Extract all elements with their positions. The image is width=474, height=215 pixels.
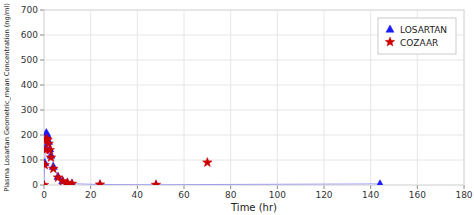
x-grid-line: [230, 10, 231, 185]
y-grid-line: [44, 85, 464, 86]
point-star: [49, 164, 59, 173]
x-grid-line: [370, 10, 371, 185]
series-line: [44, 133, 380, 186]
y-tick: [40, 135, 44, 136]
point-star: [95, 180, 105, 186]
y-tick-label: 400: [21, 80, 38, 90]
legend-marker: [386, 25, 394, 32]
x-tick: [417, 185, 418, 189]
y-tick-label: 200: [21, 130, 38, 140]
x-grid-line: [90, 10, 91, 185]
x-tick-label: 20: [85, 190, 97, 200]
x-tick: [230, 185, 231, 189]
y-tick: [40, 110, 44, 111]
y-axis-label: Plasma Losartan Geometric_mean Concentra…: [3, 3, 11, 192]
x-tick: [464, 185, 465, 189]
point-triangle: [96, 181, 104, 186]
point-star: [44, 180, 49, 185]
y-grid-line: [44, 10, 464, 11]
x-grid-line: [324, 10, 325, 185]
point-star: [67, 179, 77, 185]
x-grid-line: [277, 10, 278, 185]
x-grid-line: [464, 10, 465, 185]
y-tick-label: 500: [21, 55, 38, 65]
point-star: [44, 139, 53, 148]
x-tick: [184, 185, 185, 189]
x-tick: [44, 185, 45, 189]
y-tick-label: 600: [21, 30, 38, 40]
point-star: [151, 180, 161, 185]
legend-box: [378, 18, 456, 54]
y-tick: [40, 85, 44, 86]
y-tick: [40, 60, 44, 61]
x-grid-line: [137, 10, 138, 185]
x-tick: [137, 185, 138, 189]
point-star: [46, 153, 56, 162]
x-tick: [370, 185, 371, 189]
x-tick-label: 160: [409, 190, 426, 200]
x-tick-label: 180: [455, 190, 472, 200]
x-tick: [324, 185, 325, 189]
y-tick-label: 0: [32, 180, 38, 190]
y-tick: [40, 185, 44, 186]
legend-label: COZAAR: [400, 38, 438, 48]
legend: LOSARTAN COZAAR: [378, 18, 456, 54]
chart: 0 20 40 60 80 100 120 140 160 180 0 100 200 300 400 500…: [0, 0, 474, 215]
point-triangle: [44, 181, 48, 185]
x-tick-label: 60: [178, 190, 190, 200]
x-tick-label: 120: [315, 190, 332, 200]
point-triangle: [152, 181, 160, 185]
y-tick-label: 100: [21, 155, 38, 165]
y-tick: [40, 35, 44, 36]
x-tick-label: 0: [41, 190, 47, 200]
x-tick-label: 40: [132, 190, 144, 200]
y-tick: [40, 10, 44, 11]
x-axis-label: Time (hr): [230, 202, 277, 213]
series-1: [44, 134, 212, 185]
x-grid-line: [184, 10, 185, 185]
plot-area: [44, 129, 384, 186]
y-grid-line: [44, 135, 464, 136]
legend-marker: [385, 37, 395, 46]
x-tick-label: 140: [362, 190, 379, 200]
legend-label: LOSARTAN: [400, 25, 447, 35]
series-0: [44, 129, 384, 186]
point-star: [45, 145, 55, 154]
x-tick: [90, 185, 91, 189]
y-grid-line: [44, 60, 464, 61]
point-star: [203, 158, 213, 167]
y-grid-line: [44, 110, 464, 111]
y-tick-label: 300: [21, 105, 38, 115]
y-grid-line: [44, 160, 464, 161]
x-tick: [277, 185, 278, 189]
x-tick-label: 100: [269, 190, 286, 200]
axes: 0 20 40 60 80 100 120 140 160 180 0 100 200 300 400 500…: [21, 5, 473, 200]
plot-frame: [44, 10, 464, 185]
y-tick: [40, 160, 44, 161]
y-tick-label: 700: [21, 5, 38, 15]
x-tick-label: 80: [225, 190, 237, 200]
point-triangle: [376, 180, 384, 185]
